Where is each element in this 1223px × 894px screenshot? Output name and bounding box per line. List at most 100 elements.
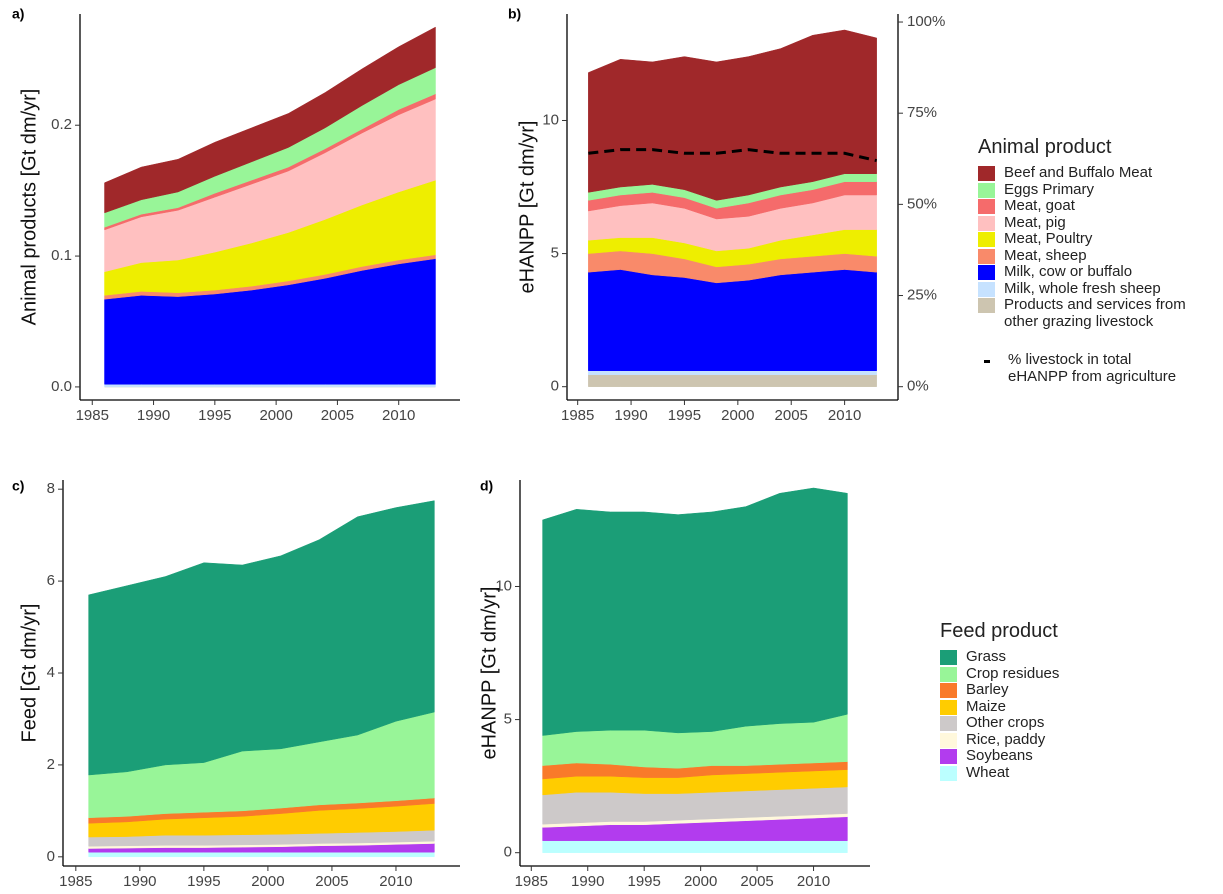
legend-entry: % livestock in total eHANPP from agricul… [978, 351, 1223, 385]
legend-swatch [978, 298, 995, 313]
x-tick-label: 1990 [137, 407, 170, 424]
legend-entry: Barley [940, 681, 1180, 699]
legend-label: Rice, paddy [966, 730, 1046, 748]
x-tick-label: 1995 [668, 407, 701, 424]
x-tick-label: 1985 [59, 873, 92, 890]
x-tick-label: 1990 [123, 873, 156, 890]
legend-entry: Eggs Primary [978, 181, 1223, 199]
legend-swatch [940, 749, 957, 764]
legend-swatch [978, 265, 995, 280]
area-layer [588, 374, 877, 387]
legend-swatch [978, 232, 995, 247]
legend-swatch [940, 666, 957, 682]
line-series [588, 148, 877, 163]
y-tick-label: 8 [47, 480, 55, 497]
legend-swatch [978, 166, 995, 181]
panel-label: a) [12, 6, 24, 22]
y-tick-label: 0.0 [51, 378, 72, 395]
legend-label: Milk, cow or buffalo [1004, 263, 1133, 280]
y-tick-label: 0.1 [51, 247, 72, 264]
area-layer [542, 487, 848, 736]
legend-swatch [940, 699, 957, 715]
y-tick-label: 2 [47, 756, 55, 773]
y-tick-label: 10 [542, 111, 559, 128]
legend-swatch [978, 182, 995, 198]
legend-entry: Soybeans [940, 747, 1180, 765]
x-tick-label: 1995 [628, 873, 661, 890]
y-axis-title: Feed [Gt dm/yr] [18, 604, 40, 743]
y-axis-title: eHANPP [Gt dm/yr] [478, 586, 500, 759]
y-tick-label: 5 [504, 711, 512, 728]
legend-label: Maize [966, 697, 1007, 715]
x-tick-label: 2005 [315, 873, 348, 890]
x-tick-label: 1985 [76, 407, 109, 424]
panel: 0 2 4 6 8 1985 1990 1995 2000 2005 2010 Feed [Gt dm… [12, 478, 460, 890]
area-layer [542, 840, 848, 853]
y-tick-label: 4 [47, 664, 55, 681]
y2-tick-label: 0% [907, 378, 929, 395]
x-tick-label: 1990 [614, 407, 647, 424]
area-layer [104, 26, 436, 214]
x-tick-label: 1990 [571, 873, 604, 890]
legend-title: Feed product [940, 620, 1058, 642]
y-tick-label: 10 [495, 577, 512, 594]
legend-entry: Products and services from other grazing… [978, 296, 1223, 330]
legend-label: Wheat [966, 763, 1010, 781]
y2-tick-label: 25% [907, 286, 937, 303]
x-tick-label: 2005 [740, 873, 773, 890]
legend-entry: Meat, Poultry [978, 230, 1223, 248]
x-tick-label: 2000 [251, 873, 284, 890]
x-tick-label: 2005 [775, 407, 808, 424]
legend-swatch [978, 281, 995, 297]
panel-label: b) [508, 6, 521, 22]
legend-entry: Wheat [940, 763, 1180, 782]
panel: 0.0 0.1 0.2 1985 1990 1995 2000 2005 2010 Animal … [12, 6, 460, 424]
legend-label: Grass [966, 648, 1007, 665]
x-tick-label: 2010 [379, 873, 412, 890]
x-tick-label: 2010 [797, 873, 830, 890]
legend-swatch [940, 765, 957, 781]
legend-label: Meat, goat [1004, 197, 1075, 214]
legend-entry: Milk, whole fresh sheep [978, 280, 1223, 298]
area-layer [588, 370, 877, 375]
legend-entry: Other crops [940, 714, 1180, 732]
x-tick-label: 2000 [259, 407, 292, 424]
x-tick-label: 2010 [828, 407, 861, 424]
y2-tick-label: 50% [907, 195, 937, 212]
legend-entry: Meat, goat [978, 197, 1223, 215]
legend-entry: Meat, sheep [978, 247, 1223, 265]
legend-swatch [940, 683, 957, 698]
x-tick-label: 1995 [187, 873, 220, 890]
area-layer [588, 269, 877, 371]
y-tick-label: 0 [504, 844, 512, 861]
legend-label: Other crops [966, 714, 1045, 731]
x-tick-label: 2010 [382, 407, 415, 424]
panel: 0 5 10 1985 1990 1995 2000 2005 2010 eHANPP [Gt d… [478, 478, 870, 890]
y-tick-label: 5 [551, 245, 559, 262]
legend-entry: Maize [940, 697, 1180, 716]
legend: Animal product Beef and Buffalo Meat Eggs … [978, 136, 1223, 385]
legend-title: Animal product [978, 136, 1112, 158]
legend-label: Soybeans [966, 747, 1033, 764]
x-tick-label: 2000 [684, 873, 717, 890]
legend-swatch [984, 360, 990, 363]
x-tick-label: 1985 [515, 873, 548, 890]
legend-label: Beef and Buffalo Meat [1004, 164, 1153, 181]
legend-entry: Grass [940, 648, 1180, 666]
y-tick-label: 0.2 [51, 116, 72, 133]
legend-swatch [978, 215, 995, 231]
legend: Feed product Grass Crop residues Barley Maiz… [940, 620, 1180, 781]
y2-tick-label: 100% [907, 13, 945, 30]
legend-swatch [978, 199, 995, 214]
y2-tick-label: 75% [907, 104, 937, 121]
legend-entry: Milk, cow or buffalo [978, 263, 1223, 281]
legend-swatch [978, 248, 995, 264]
legend-swatch [940, 732, 957, 748]
legend-entry: Rice, paddy [940, 730, 1180, 749]
area-layer [588, 29, 877, 201]
area-layer [88, 500, 435, 776]
legend-label: Products and services from other grazing… [1004, 296, 1186, 330]
legend-label: Barley [966, 681, 1009, 698]
area-layer [88, 851, 435, 858]
